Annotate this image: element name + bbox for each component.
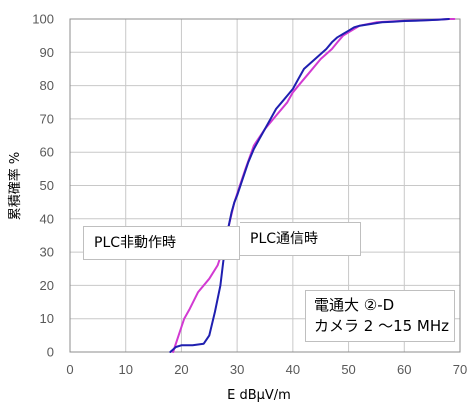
plot-frame [69,18,461,353]
label-plc-on-text: PLC通信時 [250,231,319,247]
x-tick-label: 0 [66,362,73,377]
x-tick-label: 50 [341,362,355,377]
y-tick-label: 30 [40,245,54,260]
x-tick-label: 20 [174,362,188,377]
series-line-plc-on [169,18,450,353]
x-tick-label: 30 [230,362,244,377]
y-tick-label: 60 [40,145,54,160]
y-tick-label: 50 [40,178,54,193]
y-tick-labels: 0 10 20 30 40 50 60 70 80 90 100 [32,12,54,360]
y-tick-label: 0 [47,345,54,360]
x-tick-label: 70 [453,362,467,377]
y-tick-label: 40 [40,211,54,226]
x-tick-label: 60 [397,362,411,377]
y-tick-label: 80 [40,78,54,93]
label-plc-off-text: PLC非動作時 [94,235,177,251]
y-tick-label: 10 [40,311,54,326]
label-plc-off: PLC非動作時 [83,226,240,260]
x-tick-label: 40 [286,362,300,377]
y-tick-label: 70 [40,111,54,126]
y-tick-label: 20 [40,278,54,293]
info-box: 電通大 ②-D カメラ 2 〜15 MHz [305,290,455,342]
info-line-1: 電通大 ②-D [314,296,395,314]
x-tick-label: 10 [118,362,132,377]
label-plc-on: PLC通信時 [240,222,361,256]
y-tick-label: 90 [40,45,54,60]
y-axis-title: 累積確率 % [7,152,23,221]
info-line-2: カメラ 2 〜15 MHz [314,317,450,335]
y-tick-label: 100 [32,12,54,27]
x-tick-labels: 0 10 20 30 40 50 60 70 [66,362,467,377]
series-layer [169,18,456,353]
x-axis-title: E dBμV/m [227,388,291,403]
